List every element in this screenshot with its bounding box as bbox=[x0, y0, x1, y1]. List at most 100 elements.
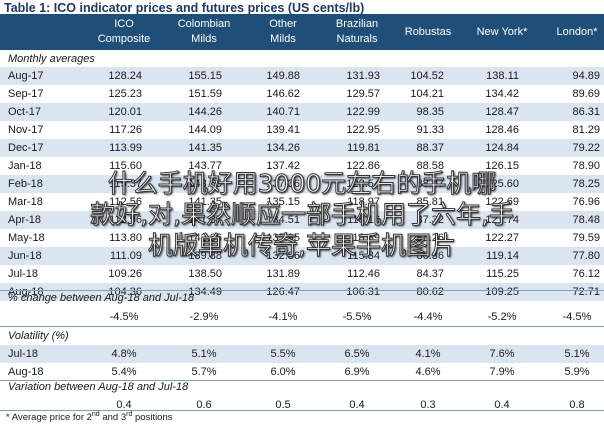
table-cell: 113.99 bbox=[109, 142, 142, 154]
table-cell: 112.46 bbox=[347, 268, 380, 280]
table-cell: 113.80 bbox=[109, 232, 142, 244]
row-label: Aug-18 bbox=[8, 286, 44, 298]
table-cell: 5.9% bbox=[564, 366, 590, 378]
table-cell: 5.1% bbox=[191, 348, 217, 360]
row-label: Jun-18 bbox=[8, 250, 42, 262]
table-cell: 119.14 bbox=[486, 250, 519, 262]
table-cell: 122.27 bbox=[485, 232, 519, 244]
table-cell: 109.25 bbox=[485, 286, 519, 298]
row-label: Jul-18 bbox=[8, 348, 38, 360]
section-heading: Variation between Aug-18 and Jul-18 bbox=[8, 381, 189, 393]
table-cell: 115.37 bbox=[109, 178, 142, 190]
table-cell: 143.65 bbox=[188, 178, 222, 190]
row-label: Sep-17 bbox=[8, 88, 44, 100]
table-cell: 0.5 bbox=[275, 399, 291, 411]
table-cell: 4.8% bbox=[111, 348, 137, 360]
column-header-line1: Brazilian bbox=[335, 18, 379, 30]
table-cell: 141.35 bbox=[188, 196, 222, 208]
table-cell: 79.22 bbox=[572, 142, 600, 154]
column-header: Robustas bbox=[390, 14, 466, 50]
table-cell: 111.09 bbox=[109, 250, 142, 262]
table-cell: 112.56 bbox=[109, 196, 142, 208]
section-heading: Volatility (%) bbox=[8, 330, 69, 342]
table-cell: 76.12 bbox=[572, 268, 600, 280]
table-cell: 88.26 bbox=[416, 232, 444, 244]
column-header-line1: ICO bbox=[114, 18, 134, 30]
table-cell: 118.89 bbox=[347, 232, 380, 244]
table-cell: 80.62 bbox=[416, 286, 444, 298]
table-cell: 125.60 bbox=[485, 178, 519, 190]
row-label: Oct-17 bbox=[8, 106, 42, 118]
footnote: * Average price for 2nd and 3rd position… bbox=[6, 411, 173, 424]
table-cell: 134.51 bbox=[266, 214, 300, 226]
row-label: Jan-18 bbox=[8, 160, 42, 172]
table-cell: 155.15 bbox=[188, 70, 222, 82]
table-cell: 88.58 bbox=[416, 160, 444, 172]
table-cell: 131.93 bbox=[346, 70, 380, 82]
table-cell: -4.4% bbox=[413, 311, 443, 323]
table-cell: 143.77 bbox=[188, 160, 222, 172]
table-cell: 78.48 bbox=[572, 214, 600, 226]
row-label: Aug-18 bbox=[8, 366, 44, 378]
table-cell: 139.88 bbox=[188, 250, 222, 262]
table-row: Apr-18 112.96 141.37 134.51 118.16 87.32 121.7… bbox=[0, 211, 604, 229]
table-cell: 141.35 bbox=[188, 142, 222, 154]
column-header-line2: Robustas bbox=[404, 25, 452, 38]
column-header-line2: New York* bbox=[476, 25, 528, 38]
table-row: Aug-17 128.24 155.15 149.88 131.93 104.52 138.… bbox=[0, 67, 604, 85]
column-header: New York* bbox=[464, 14, 540, 50]
table-cell: 129.57 bbox=[346, 88, 380, 100]
table-cell: 72.71 bbox=[572, 286, 600, 298]
table-row: Jun-18 111.09 139.88 132.86 115.34 86.36 119.1… bbox=[0, 247, 604, 265]
table-row: Feb-18 115.37 143.65 137.36 122.54 88.07 125.6… bbox=[0, 175, 604, 193]
table-row: Aug-18 5.4% 5.7% 6.0% 6.9% 4.6% 7.9% 5.9% bbox=[0, 363, 604, 381]
row-label: May-18 bbox=[8, 232, 45, 244]
table-cell: 81.29 bbox=[572, 124, 600, 136]
table-cell: 88.37 bbox=[416, 142, 444, 154]
table-cell: 126.47 bbox=[266, 286, 300, 298]
row-label: Apr-18 bbox=[8, 214, 42, 226]
table-cell: 5.7% bbox=[191, 366, 217, 378]
table-row: Jul-18 4.8% 5.1% 5.5% 6.5% 4.1% 7.6% 5.1% bbox=[0, 345, 604, 363]
table-cell: 86.31 bbox=[572, 106, 600, 118]
table-cell: 0.4 bbox=[116, 399, 132, 411]
table-row: -4.5% -2.9% -4.1% -5.5% -4.4% -5.2% -4.5% bbox=[0, 308, 604, 326]
table-cell: 115.60 bbox=[109, 160, 142, 172]
table-cell: 122.95 bbox=[346, 124, 380, 136]
table-cell: 4.1% bbox=[415, 348, 441, 360]
row-label: Jul-18 bbox=[8, 268, 38, 280]
section-heading: % change between Aug-18 and Jul-18 bbox=[8, 292, 195, 304]
table-cell: 115.34 bbox=[347, 250, 380, 262]
table-cell: 104.52 bbox=[410, 70, 444, 82]
table-cell: 128.47 bbox=[485, 106, 519, 118]
row-label: Mar-18 bbox=[8, 196, 43, 208]
table-cell: 141.37 bbox=[188, 214, 222, 226]
table-cell: 85.81 bbox=[416, 196, 444, 208]
table-cell: 151.59 bbox=[188, 88, 222, 100]
table-cell: -5.5% bbox=[342, 311, 372, 323]
column-header-line2: Naturals bbox=[336, 33, 378, 45]
table-cell: 0.8 bbox=[569, 399, 585, 411]
table-cell: 122.69 bbox=[485, 196, 519, 208]
table-cell: 118.97 bbox=[347, 196, 380, 208]
table-cell: 84.37 bbox=[416, 268, 444, 280]
table-cell: 137.42 bbox=[266, 160, 300, 172]
table-cell: 79.59 bbox=[572, 232, 600, 244]
row-label: Feb-18 bbox=[8, 178, 43, 190]
table-cell: 0.3 bbox=[420, 399, 436, 411]
table-cell: 131.89 bbox=[266, 268, 300, 280]
table-cell: 126.15 bbox=[485, 160, 519, 172]
table-cell: 7.9% bbox=[489, 366, 515, 378]
table-cell: 86.36 bbox=[416, 250, 444, 262]
column-header-line1: Other bbox=[269, 18, 297, 30]
table-cell: 135.95 bbox=[266, 232, 300, 244]
divider bbox=[0, 410, 604, 411]
table-cell: 0.6 bbox=[196, 399, 212, 411]
table-cell: 91.33 bbox=[416, 124, 444, 136]
table-cell: 0.4 bbox=[349, 399, 365, 411]
table-cell: 77.80 bbox=[572, 250, 600, 262]
table-cell: 6.0% bbox=[270, 366, 296, 378]
table-cell: 76.96 bbox=[572, 196, 600, 208]
table-row: Jan-18 115.60 143.77 137.42 122.86 88.58 126.1… bbox=[0, 157, 604, 175]
table-cell: 115.25 bbox=[486, 268, 519, 280]
